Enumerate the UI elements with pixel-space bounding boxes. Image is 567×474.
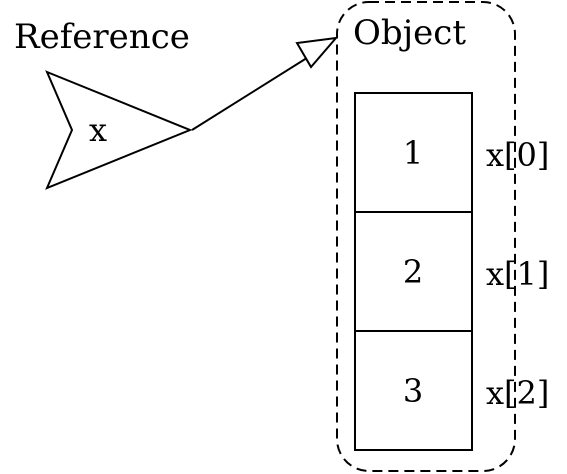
index-label-2: x[2]: [486, 374, 549, 412]
array-cell-0: 1: [354, 92, 473, 213]
reference-variable-label: x: [89, 111, 107, 149]
object-heading: Object: [353, 13, 466, 53]
cell-value: 1: [403, 134, 423, 172]
cell-box: [354, 330, 473, 451]
array-cell-2: 3: [354, 330, 473, 451]
object-boundary: [336, 1, 516, 472]
pointer-arrowhead: [295, 36, 339, 69]
index-label-0: x[0]: [486, 136, 549, 174]
array-cell-1: 2: [354, 211, 473, 332]
index-label-1: x[1]: [486, 255, 549, 293]
reference-heading: Reference: [14, 17, 190, 57]
pointer-line: [191, 50, 319, 131]
reference-shape: [45, 70, 193, 190]
cell-value: 2: [403, 253, 423, 291]
cell-value: 3: [403, 372, 423, 410]
